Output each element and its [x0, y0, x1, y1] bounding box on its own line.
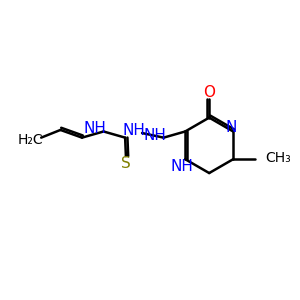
- Text: NH: NH: [84, 121, 106, 136]
- Text: CH₃: CH₃: [266, 152, 291, 165]
- Text: NH: NH: [144, 128, 166, 143]
- Text: NH: NH: [122, 123, 145, 138]
- Text: S: S: [121, 156, 131, 171]
- Text: H₂C: H₂C: [18, 133, 43, 147]
- Text: NH: NH: [171, 159, 194, 174]
- Text: O: O: [203, 85, 215, 100]
- Text: N: N: [226, 120, 237, 135]
